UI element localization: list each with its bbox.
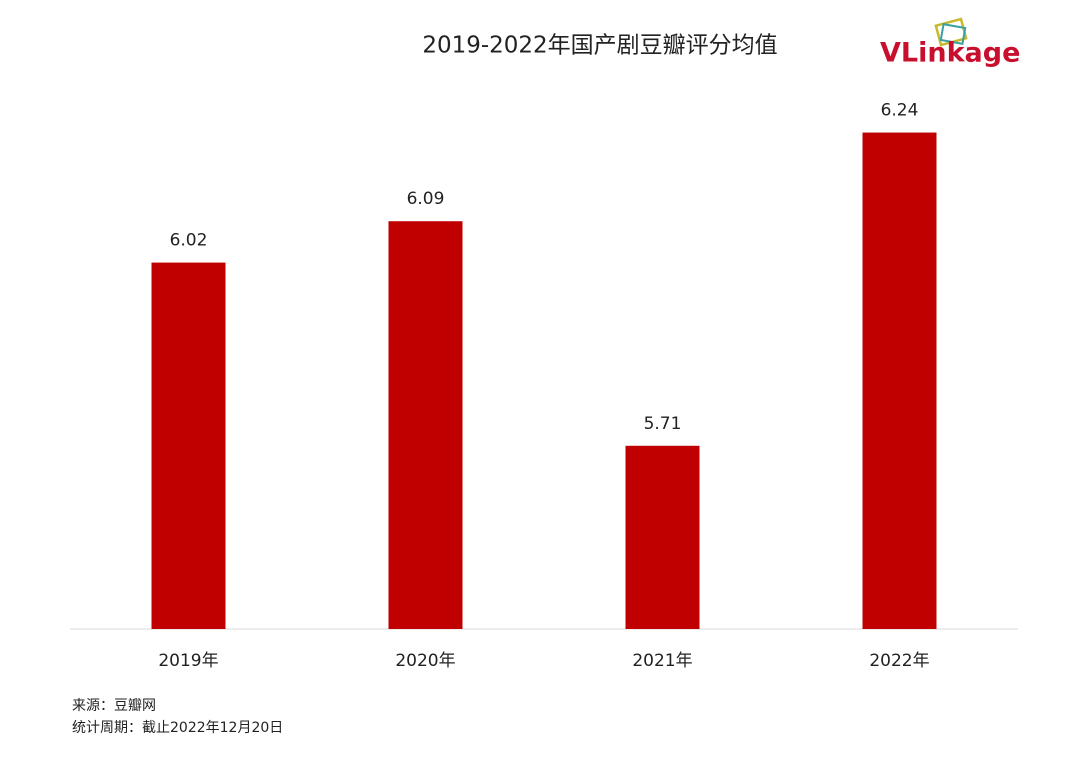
x-tick-label: 2022年 xyxy=(869,651,929,671)
bar xyxy=(862,132,937,629)
value-label: 6.24 xyxy=(881,101,919,121)
chart-title: 2019-2022年国产剧豆瓣评分均值 xyxy=(422,33,777,59)
x-tick-label: 2020年 xyxy=(395,651,455,671)
footnote: 来源：豆瓣网 xyxy=(72,698,156,714)
logo: VLinkage xyxy=(880,38,1020,69)
value-label: 5.71 xyxy=(644,414,682,434)
logo-icon xyxy=(934,17,968,47)
footnote: 统计周期：截止2022年12月20日 xyxy=(72,720,283,736)
x-tick-label: 2019年 xyxy=(158,651,218,671)
value-label: 6.02 xyxy=(170,231,208,251)
bar xyxy=(151,262,226,629)
x-tick-label: 2021年 xyxy=(632,651,692,671)
value-label: 6.09 xyxy=(407,189,445,209)
bar xyxy=(388,221,463,629)
bar xyxy=(625,445,700,629)
